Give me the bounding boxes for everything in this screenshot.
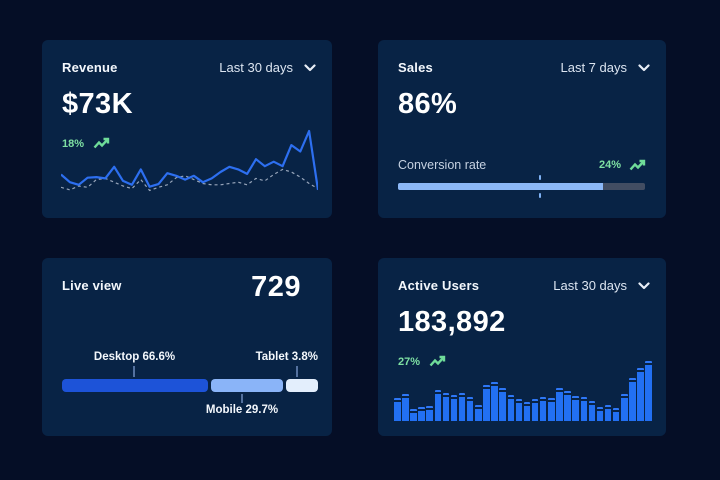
trend-up-icon — [629, 159, 646, 172]
revenue-period-label: Last 30 days — [219, 60, 293, 75]
sales-value: 86% — [398, 88, 458, 120]
bar — [410, 409, 417, 421]
bar — [604, 405, 612, 421]
bar — [402, 394, 409, 421]
active-users-period-label: Last 30 days — [553, 278, 627, 293]
bar — [450, 395, 458, 421]
active-users-change-percent: 27% — [398, 355, 421, 368]
sales-card-header: Sales Last 7 days — [398, 60, 650, 75]
bar — [458, 393, 466, 421]
bar — [507, 395, 515, 421]
current-period-line — [60, 129, 320, 191]
live-view-card: Live view 729 Desktop 66.6% Tablet 3.8% … — [42, 258, 332, 436]
progress-fill — [398, 183, 603, 190]
mobile-segment-label: Mobile 29.7% — [205, 404, 279, 416]
bar — [539, 397, 547, 421]
active-users-value: 183,892 — [398, 306, 506, 338]
revenue-title: Revenue — [62, 60, 118, 75]
bar — [475, 405, 482, 421]
desktop-segment — [62, 379, 208, 392]
revenue-period-dropdown[interactable]: Last 30 days — [219, 60, 316, 75]
sales-metric-row: Conversion rate 24% — [398, 158, 646, 172]
active-users-title: Active Users — [398, 278, 480, 293]
sales-period-dropdown[interactable]: Last 7 days — [561, 60, 651, 75]
tablet-segment-label: Tablet 3.8% — [255, 351, 318, 363]
sales-change: 24% — [599, 159, 646, 172]
progress-marker-bottom — [538, 193, 541, 198]
live-view-count: 729 — [251, 271, 301, 303]
sales-title: Sales — [398, 60, 433, 75]
desktop-segment-label: Desktop 66.6% — [93, 351, 176, 363]
mobile-segment — [210, 379, 284, 392]
revenue-change: 18% — [62, 137, 110, 150]
bar — [434, 390, 442, 421]
sales-period-label: Last 7 days — [560, 60, 628, 75]
active-users-card: Active Users Last 30 days 183,892 27% — [378, 258, 666, 436]
bar — [418, 407, 425, 421]
trend-up-icon — [429, 355, 446, 368]
active-users-change: 27% — [398, 355, 446, 368]
previous-period-line — [60, 168, 319, 192]
bar — [596, 407, 604, 421]
trend-up-icon — [93, 137, 110, 150]
revenue-line-chart — [60, 128, 320, 198]
tablet-label-connector — [296, 366, 298, 377]
sales-card: Sales Last 7 days 86% Conversion rate 24… — [378, 40, 666, 218]
bar — [394, 398, 401, 421]
bar — [523, 402, 531, 421]
bar — [548, 398, 555, 421]
bar — [466, 397, 474, 421]
bar — [499, 388, 506, 421]
desktop-label-connector — [133, 366, 135, 377]
revenue-change-percent: 18% — [62, 137, 85, 150]
device-share-stacked-bar — [62, 379, 318, 392]
mobile-label-connector — [241, 394, 243, 403]
revenue-value: $73K — [62, 88, 133, 120]
bar — [645, 361, 652, 421]
bar — [515, 399, 523, 421]
active-users-card-header: Active Users Last 30 days — [398, 278, 650, 293]
bar — [556, 388, 563, 421]
active-users-period-dropdown[interactable]: Last 30 days — [553, 278, 650, 293]
revenue-card: Revenue Last 30 days $73K 18% — [42, 40, 332, 218]
active-users-bar-chart — [394, 359, 652, 421]
progress-track — [398, 183, 645, 190]
conversion-rate-label: Conversion rate — [398, 158, 487, 172]
bar — [426, 406, 433, 421]
chevron-down-icon — [638, 63, 650, 72]
bar — [491, 382, 498, 421]
bar — [629, 378, 636, 421]
bar — [580, 397, 588, 421]
conversion-progress-bar — [398, 175, 645, 198]
sales-change-percent: 24% — [598, 159, 621, 171]
bar — [564, 391, 571, 421]
bar — [531, 399, 539, 421]
bar — [612, 408, 620, 421]
tablet-segment — [286, 379, 318, 392]
live-view-title: Live view — [62, 278, 122, 293]
progress-marker-top — [538, 175, 541, 180]
revenue-card-header: Revenue Last 30 days — [62, 60, 316, 75]
chevron-down-icon — [304, 63, 316, 72]
live-view-card-header: Live view — [62, 278, 316, 293]
bar — [483, 385, 490, 421]
bar — [572, 396, 579, 421]
bar — [588, 401, 596, 421]
bar — [621, 394, 628, 421]
bar — [637, 368, 644, 421]
bar — [442, 393, 450, 421]
chevron-down-icon — [638, 281, 650, 290]
